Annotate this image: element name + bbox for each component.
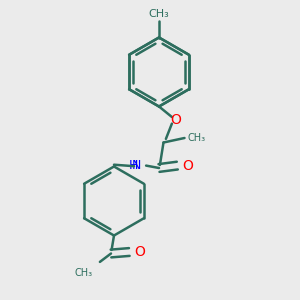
- Text: O: O: [134, 245, 145, 259]
- Text: H: H: [129, 159, 139, 172]
- Text: CH₃: CH₃: [148, 9, 170, 19]
- Text: O: O: [182, 159, 193, 172]
- Text: CH₃: CH₃: [75, 268, 93, 278]
- Text: O: O: [170, 113, 181, 127]
- Text: CH₃: CH₃: [188, 133, 206, 143]
- Text: N: N: [132, 159, 142, 172]
